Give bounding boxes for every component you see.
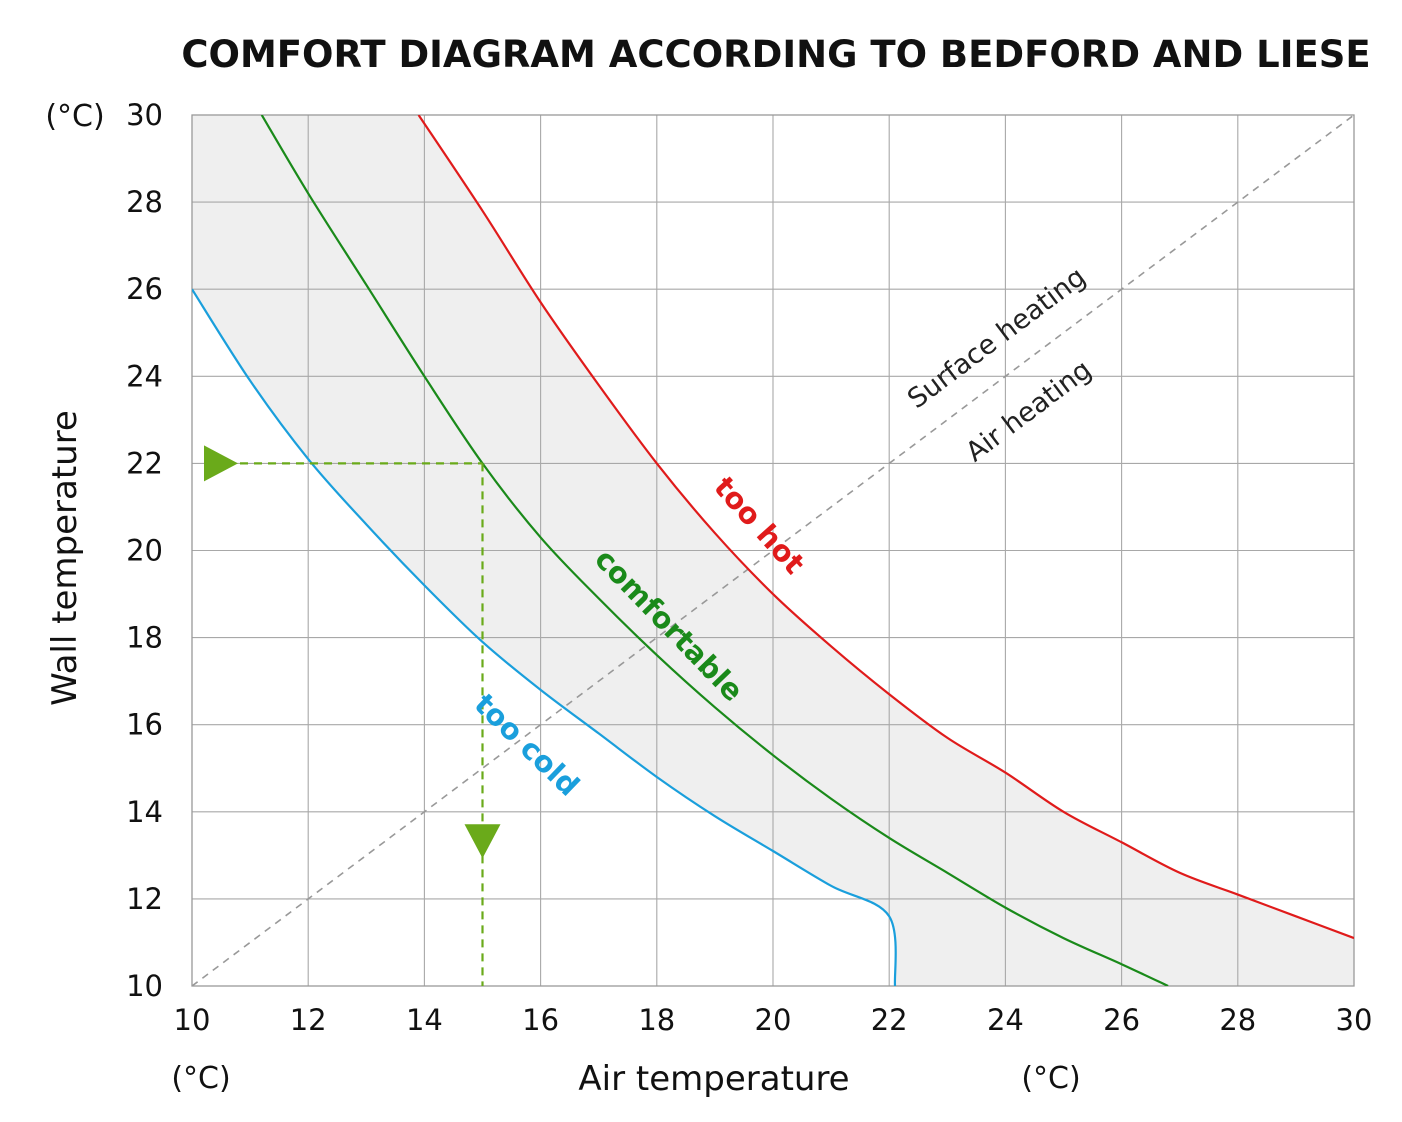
arrow-right-icon [204,445,238,482]
x-tick-label: 10 [174,1003,211,1037]
x-tick-label: 18 [638,1003,675,1037]
y-tick-label: 14 [126,795,163,829]
x-tick-labels: 10 12 14 16 18 20 22 24 26 28 30 [174,1003,1373,1037]
x-tick-label: 20 [755,1003,792,1037]
series-line-comfortable [260,115,1169,986]
series-line-too-hot [417,115,1354,940]
comfort-band [192,115,1354,986]
x-tick-label: 26 [1103,1003,1140,1037]
y-tick-labels: 10 12 14 16 18 20 22 24 26 28 30 [126,98,163,1003]
y-tick-label: 20 [126,534,163,568]
grid-lines [192,115,1354,986]
y-unit-label: (°C) [45,99,104,134]
reference-diagonal-line [192,115,1354,986]
y-tick-label: 16 [126,708,163,742]
y-tick-label: 30 [126,98,163,132]
y-axis-label: Wall temperature [45,410,85,706]
x-tick-label: 14 [406,1003,443,1037]
x-tick-label: 12 [290,1003,327,1037]
chart-title: COMFORT DIAGRAM ACCORDING TO BEDFORD AND… [181,33,1370,76]
x-unit-label-left: (°C) [171,1061,230,1096]
y-tick-label: 24 [126,359,163,393]
curves [192,115,1354,986]
x-tick-label: 30 [1336,1003,1373,1037]
y-tick-label: 12 [126,882,163,916]
y-tick-label: 18 [126,621,163,655]
y-tick-label: 26 [126,272,163,306]
y-tick-label: 28 [126,185,163,219]
label-air-heating: Air heating [960,354,1097,468]
plot-frame [191,114,1355,987]
series-line-too-cold [192,288,897,986]
x-tick-label: 28 [1219,1003,1256,1037]
y-tick-label: 10 [126,969,163,1003]
example-markers [204,445,501,986]
x-tick-label: 24 [987,1003,1024,1037]
reference-line-group [192,115,1354,986]
arrow-down-icon [464,824,501,859]
x-unit-label-right: (°C) [1021,1061,1080,1096]
x-axis-label: Air temperature [578,1059,849,1099]
y-tick-label: 22 [126,446,163,480]
x-tick-label: 16 [522,1003,559,1037]
x-tick-label: 22 [871,1003,908,1037]
